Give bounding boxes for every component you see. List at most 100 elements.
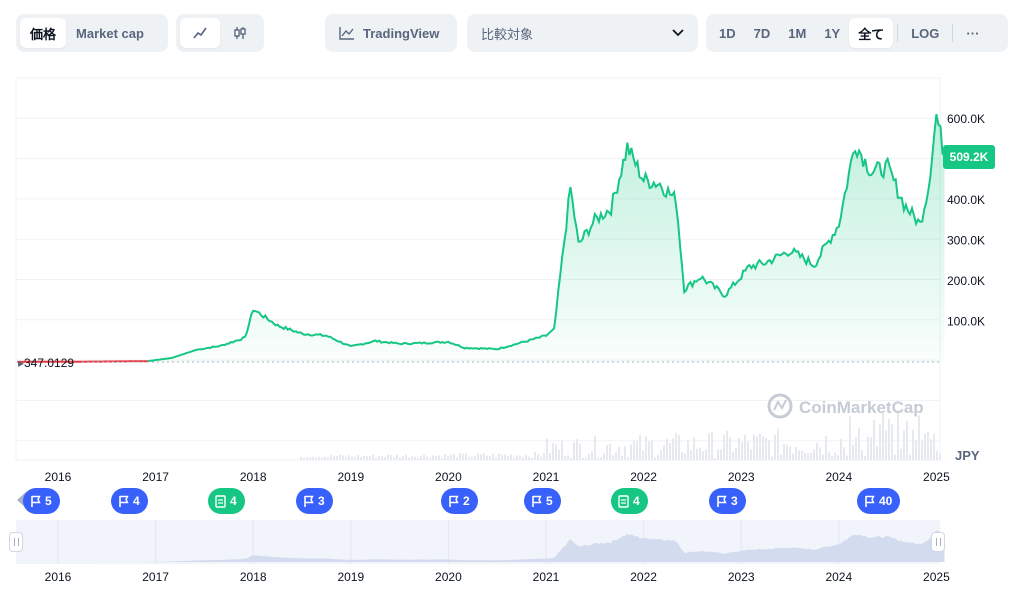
volume-bar [558, 449, 560, 460]
volume-bar [306, 457, 308, 460]
volume-bar [528, 456, 530, 460]
candle-chart-button[interactable] [220, 18, 260, 48]
volume-bar [936, 450, 938, 460]
volume-bar [579, 443, 581, 460]
volume-bar [534, 452, 536, 460]
volume-bar [468, 456, 470, 460]
tab-market-cap[interactable]: Market cap [76, 25, 144, 41]
volume-bar [339, 454, 341, 460]
volume-bar [303, 457, 305, 460]
volume-bar [834, 452, 836, 460]
tradingview-label: TradingView [363, 25, 440, 41]
y-tick-label: 300.0K [947, 234, 985, 248]
volume-bar [543, 453, 545, 460]
scroll-left-arrow[interactable] [17, 492, 26, 508]
event-flag[interactable]: 5 [23, 488, 60, 514]
line-chart-button[interactable] [180, 18, 220, 48]
chart-toolbar: 価格 Market cap TradingView 比較対象 1D 7D 1M … [16, 14, 1008, 52]
volume-bar [621, 455, 623, 460]
volume-bar [867, 436, 869, 460]
volume-bar [828, 452, 830, 460]
volume-bar [873, 419, 875, 460]
event-flag[interactable]: 40 [857, 488, 901, 514]
current-price-value: 509.2K [950, 150, 989, 164]
event-flag[interactable]: 3 [296, 488, 333, 514]
current-price-badge: 509.2K [943, 145, 995, 169]
volume-bar [570, 457, 572, 460]
volume-bar [606, 445, 608, 460]
volume-bar [396, 454, 398, 460]
event-flag[interactable]: 5 [524, 488, 561, 514]
volume-bar [774, 434, 776, 460]
volume-bar [432, 455, 434, 460]
volume-bar [786, 444, 788, 460]
tab-price[interactable]: 価格 [20, 18, 67, 48]
currency-label: JPY [955, 448, 980, 463]
volume-bar [567, 455, 569, 460]
x-tick-label: 2020 [435, 470, 462, 484]
more-options-button[interactable]: ··· [966, 25, 980, 41]
volume-bar [672, 438, 674, 460]
range-all[interactable]: 全て [849, 18, 894, 48]
divider [897, 24, 899, 42]
volume-bar [639, 435, 641, 460]
y-tick-label: 200.0K [947, 274, 985, 288]
range-7d[interactable]: 7D [753, 25, 771, 41]
volume-bar [702, 451, 704, 460]
event-flag[interactable]: 4 [111, 488, 148, 514]
divider [952, 24, 954, 42]
volume-bar [636, 441, 638, 460]
volume-bar [576, 439, 578, 460]
volume-bars [300, 410, 941, 460]
volume-bar [684, 453, 686, 460]
event-flag[interactable]: 4 [208, 488, 245, 514]
volume-bar [762, 436, 764, 460]
x-tick-label: 2024 [825, 570, 852, 584]
volume-bar [354, 457, 356, 460]
volume-bar [903, 430, 905, 460]
event-flag[interactable]: 4 [611, 488, 648, 514]
volume-bar [768, 440, 770, 460]
y-tick-label: 100.0K [947, 315, 985, 329]
volume-bar [345, 456, 347, 460]
volume-bar [642, 450, 644, 460]
volume-bar [837, 454, 839, 460]
tradingview-button[interactable]: TradingView [325, 14, 457, 52]
range-1m[interactable]: 1M [788, 25, 807, 41]
compare-select[interactable]: 比較対象 [467, 14, 698, 52]
event-flag[interactable]: 3 [709, 488, 746, 514]
x-tick-label: 2022 [630, 570, 657, 584]
volume-bar [912, 429, 914, 460]
volume-bar [870, 437, 872, 460]
volume-bar [414, 456, 416, 460]
volume-bar [885, 430, 887, 460]
volume-bar [660, 449, 662, 460]
volume-bar [384, 457, 386, 460]
range-1d[interactable]: 1D [719, 25, 736, 41]
y-tick-label: 400.0K [947, 193, 985, 207]
volume-bar [564, 456, 566, 460]
volume-bar [633, 441, 635, 460]
x-tick-label: 2016 [45, 570, 72, 584]
volume-bar [879, 424, 881, 460]
volume-bar [393, 457, 395, 460]
x-tick-label: 2016 [45, 470, 72, 484]
navigator-right-handle[interactable] [931, 532, 945, 552]
volume-bar [573, 441, 575, 460]
volume-bar [663, 445, 665, 460]
coinmarketcap-watermark: CoinMarketCap [767, 393, 924, 419]
navigator-left-handle[interactable] [9, 532, 23, 552]
volume-bar [696, 448, 698, 460]
log-toggle[interactable]: LOG [911, 25, 940, 41]
event-flag[interactable]: 2 [441, 488, 478, 514]
volume-bar [693, 436, 695, 460]
x-tick-label: 2018 [240, 470, 267, 484]
volume-bar [759, 433, 761, 460]
range-1y[interactable]: 1Y [824, 25, 841, 41]
volume-bar [366, 456, 368, 460]
volume-bar [753, 434, 755, 460]
volume-bar [300, 456, 302, 460]
volume-bar [369, 456, 371, 460]
volume-bar [324, 456, 326, 460]
